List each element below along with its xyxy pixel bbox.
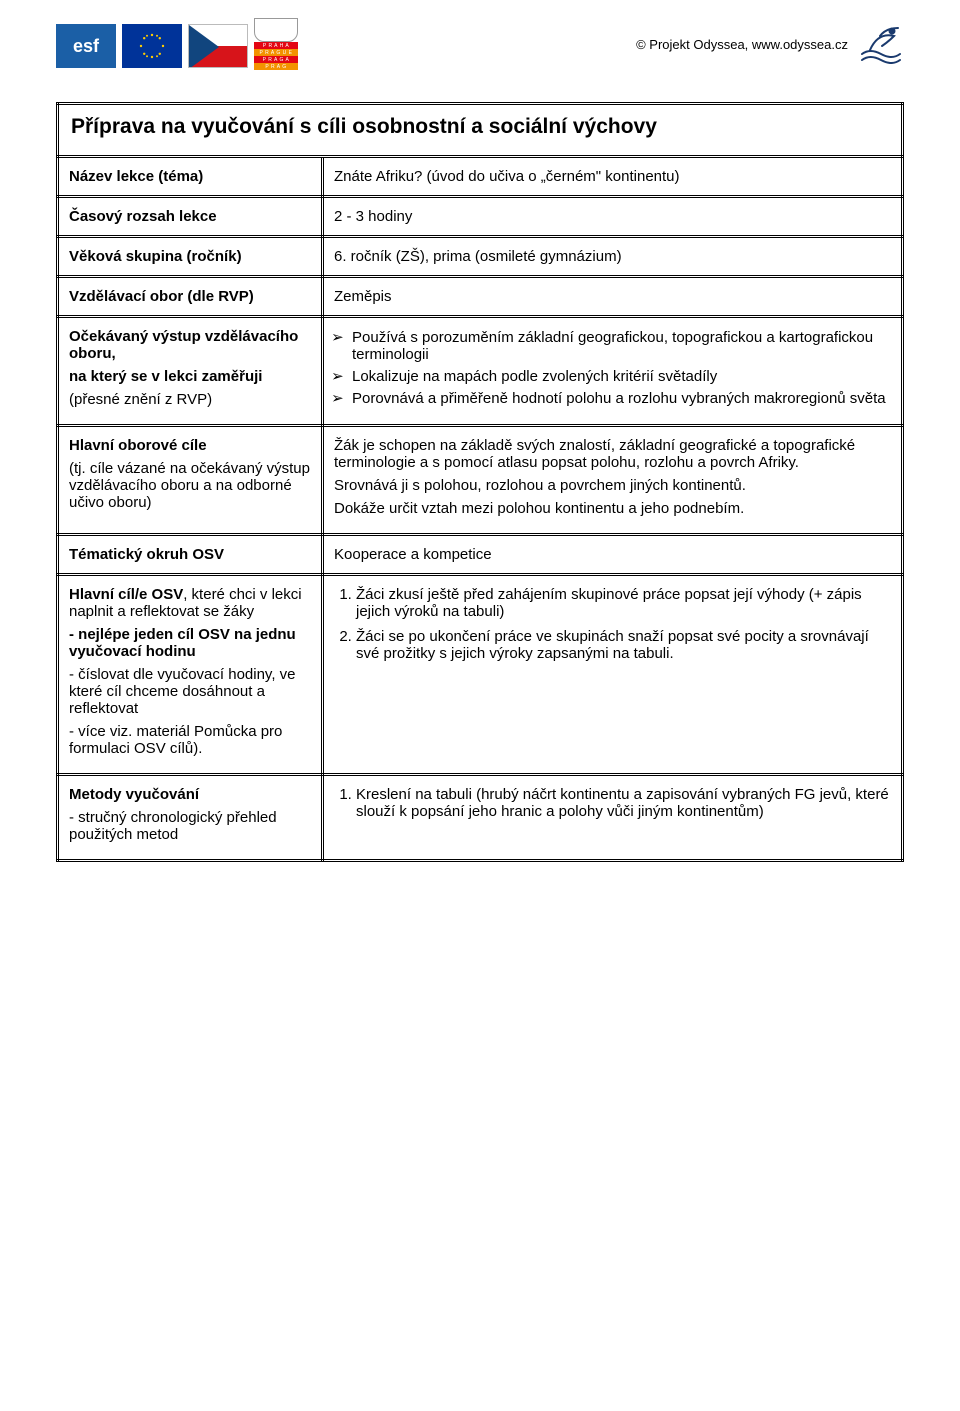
row-value: Kreslení na tabuli (hrubý náčrt kontinen… (323, 775, 903, 861)
row-value: Zeměpis (323, 277, 903, 317)
row-label: Vzdělávací obor (dle RVP) (69, 288, 254, 305)
row-label: Tématický okruh OSV (69, 546, 224, 563)
label-part: Hlavní oborové cíle (69, 437, 207, 454)
label-part: Hlavní cíl/e OSV (69, 586, 183, 603)
praha-bar: P R A H A (254, 42, 298, 49)
numbered-item: Žáci zkusí ještě před zahájením skupinov… (356, 586, 891, 620)
label-part: - stručný chronologický přehled použitýc… (69, 809, 311, 843)
row-label: Věková skupina (ročník) (69, 248, 242, 265)
row-label: Hlavní cíl/e OSV, které chci v lekci nap… (58, 575, 323, 775)
esf-logo-icon: esf (56, 24, 116, 68)
page-header: esf P R A H AP (56, 24, 904, 74)
label-part: Metody vyučování (69, 786, 199, 803)
row-label: Název lekce (téma) (69, 168, 203, 185)
row-value: 6. ročník (ZŠ), prima (osmileté gymnáziu… (323, 237, 903, 277)
row-label: Očekávaný výstup vzdělávacího oboru, na … (58, 317, 323, 426)
copyright-text: © Projekt Odyssea, www.odyssea.cz (636, 37, 848, 52)
esf-logo-text: esf (73, 36, 99, 57)
label-part: - nejlépe jeden cíl OSV na jednu vyučova… (69, 626, 296, 660)
bullet-item: Porovnává a přiměřeně hodnotí polohu a r… (352, 389, 891, 407)
bullet-item: Lokalizuje na mapách podle zvolených kri… (352, 367, 891, 385)
row-label: Hlavní oborové cíle (tj. cíle vázané na … (58, 426, 323, 535)
lesson-plan-table: Příprava na vyučování s cíli osobnostní … (56, 102, 904, 862)
label-part: (tj. cíle vázané na očekávaný výstup vzd… (69, 460, 311, 511)
main-title: Příprava na vyučování s cíli osobnostní … (58, 104, 903, 157)
row-value: Používá s porozuměním základní geografic… (323, 317, 903, 426)
label-part: - číslovat dle vyučovací hodiny, ve kter… (69, 666, 311, 717)
paragraph: Žák je schopen na základě svých znalostí… (334, 437, 891, 471)
header-logos: esf P R A H AP (56, 24, 298, 74)
row-value: Znáte Afriku? (úvod do učiva o „černém" … (323, 157, 903, 197)
row-value: Žáci zkusí ještě před zahájením skupinov… (323, 575, 903, 775)
czech-flag-icon (188, 24, 248, 68)
header-right: © Projekt Odyssea, www.odyssea.cz (636, 24, 904, 64)
row-label: Metody vyučování - stručný chronologický… (58, 775, 323, 861)
bullet-item: Používá s porozuměním základní geografic… (352, 328, 891, 363)
numbered-item: Žáci se po ukončení práce ve skupinách s… (356, 628, 891, 662)
odyssea-logo-icon (858, 24, 904, 64)
eu-flag-icon (122, 24, 182, 68)
row-value: Kooperace a kompetice (334, 546, 492, 563)
row-value: 2 - 3 hodiny (323, 197, 903, 237)
label-part: Očekávaný výstup vzdělávacího oboru, (69, 328, 298, 362)
paragraph: Srovnává ji s polohou, rozlohou a povrch… (334, 477, 891, 494)
numbered-item: Kreslení na tabuli (hrubý náčrt kontinen… (356, 786, 891, 820)
eu-stars-icon (138, 32, 166, 60)
paragraph: Dokáže určit vztah mezi polohou kontinen… (334, 500, 891, 517)
praha-bar: P R A G A (254, 56, 298, 63)
row-value: Žák je schopen na základě svých znalostí… (323, 426, 903, 535)
row-label: Časový rozsah lekce (69, 208, 217, 225)
label-part: - více viz. materiál Pomůcka pro formula… (69, 723, 311, 757)
label-part: na který se v lekci zaměřuji (69, 368, 262, 385)
praha-bar: P R A G U E (254, 49, 298, 56)
praha-bar: P R A G (254, 63, 298, 70)
label-part: (přesné znění z RVP) (69, 391, 311, 408)
praha-logo-icon: P R A H AP R A G U EP R A G AP R A G (254, 18, 298, 74)
